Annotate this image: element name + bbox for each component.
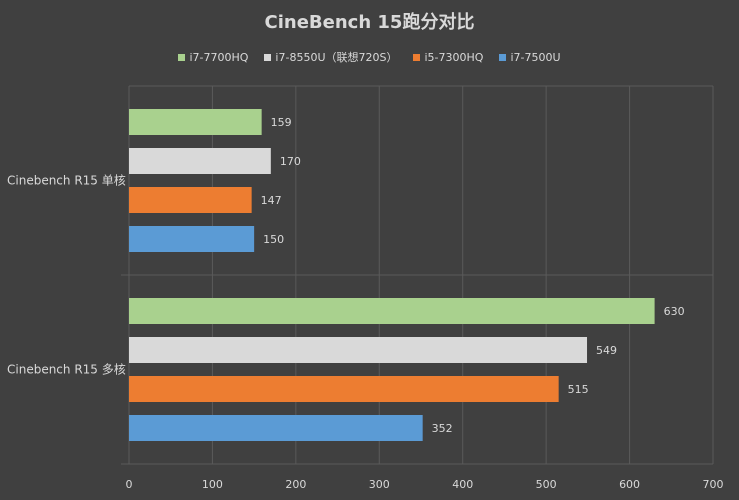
legend-swatch-0 [178, 53, 186, 61]
x-tick-label-0: 0 [126, 478, 133, 491]
data-label-1-1: 549 [596, 344, 617, 357]
bar-1-0 [129, 298, 655, 324]
legend-item-0: i7-7700HQ [178, 51, 248, 64]
legend: i7-7700HQ i7-8550U（联想720S） i5-7300HQ i7-… [0, 49, 739, 65]
legend-swatch-2 [413, 53, 421, 61]
legend-item-1: i7-8550U（联想720S） [264, 49, 397, 65]
data-label-0-2: 147 [261, 194, 282, 207]
legend-label-1: i7-8550U（联想720S） [275, 51, 398, 64]
data-label-0-1: 170 [280, 155, 301, 168]
legend-label-2: i5-7300HQ [424, 50, 484, 64]
legend-swatch-1 [264, 53, 272, 61]
chart-title: CineBench 15跑分对比 [264, 12, 475, 33]
data-label-0-3: 150 [263, 233, 284, 246]
x-tick-label-6: 600 [619, 478, 640, 491]
legend-label-0: i7-7700HQ [189, 50, 249, 64]
x-tick-label-3: 300 [369, 478, 390, 491]
bar-0-0 [129, 109, 262, 135]
bar-1-1 [129, 337, 588, 363]
data-label-0-0: 159 [271, 116, 292, 129]
category-label-0: Cinebench R15 单核 [7, 174, 126, 188]
bar-1-3 [129, 415, 423, 441]
data-label-1-0: 630 [664, 305, 685, 318]
legend-swatch-3 [499, 53, 507, 61]
x-tick-label-2: 200 [285, 478, 306, 491]
data-label-1-3: 352 [432, 422, 453, 435]
data-label-1-2: 515 [568, 383, 589, 396]
bar-0-1 [129, 148, 271, 174]
x-tick-label-4: 400 [452, 478, 473, 491]
x-tick-label-1: 100 [202, 478, 223, 491]
x-tick-label-5: 500 [536, 478, 557, 491]
legend-item-2: i5-7300HQ [413, 51, 483, 64]
legend-label-3: i7-7500U [510, 50, 561, 64]
category-label-1: Cinebench R15 多核 [7, 363, 126, 377]
bar-0-3 [129, 226, 255, 252]
bar-0-2 [129, 187, 252, 213]
x-tick-label-7: 700 [703, 478, 724, 491]
legend-item-3: i7-7500U [499, 50, 561, 64]
bar-1-2 [129, 376, 559, 402]
